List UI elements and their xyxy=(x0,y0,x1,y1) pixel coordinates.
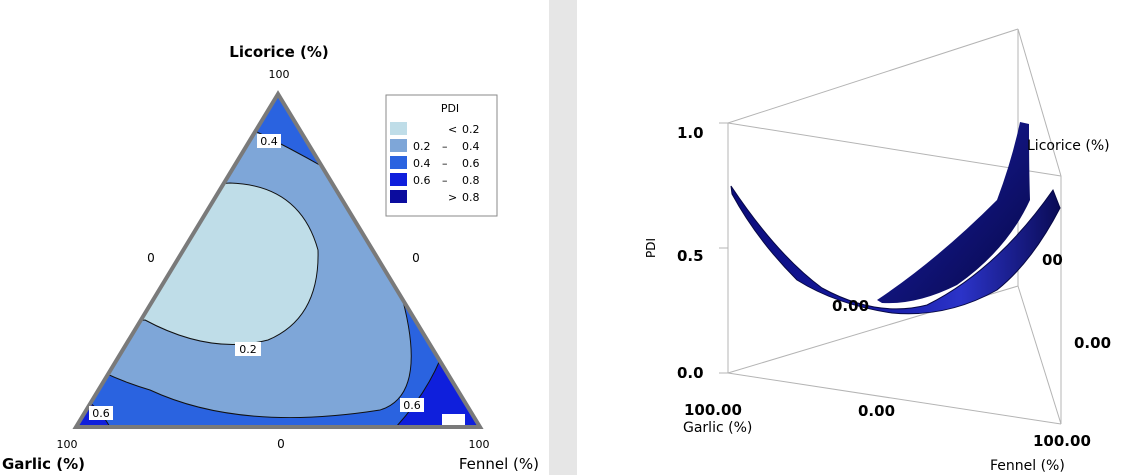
base-tick: 100.00 xyxy=(684,401,742,419)
tick-left-max: 100 xyxy=(57,438,78,451)
legend-high: 0.4 xyxy=(462,140,480,153)
white-marker xyxy=(442,414,465,427)
licorice-label: Licorice (%) xyxy=(1027,138,1110,154)
legend-swatch xyxy=(390,122,407,135)
tick-left-edge: 0 xyxy=(147,251,155,265)
base-tick: 0.00 xyxy=(858,402,895,420)
contour-labels: 0.4 0.2 0.6 0.6 xyxy=(89,134,424,420)
legend-operator: > xyxy=(448,191,457,204)
z-axis-label: PDI xyxy=(644,238,658,258)
garlic-label: Garlic (%) xyxy=(683,420,752,436)
legend-swatch xyxy=(390,139,407,152)
ternary-contour-plot: 0.4 0.2 0.6 0.6 PDI <0.20.2–0.40.4–0.60.… xyxy=(2,43,539,473)
z-tick: 0.0 xyxy=(677,364,704,382)
fennel-label: Fennel (%) xyxy=(990,458,1065,474)
base-tick: 0.00 xyxy=(832,297,869,315)
z-tick: 0.5 xyxy=(677,247,704,265)
legend: PDI <0.20.2–0.40.4–0.60.6–0.8> 0.8 xyxy=(385,94,498,217)
triangle-frame xyxy=(72,90,484,429)
legend-value: 0.8 xyxy=(462,191,480,204)
legend-swatch xyxy=(390,190,407,203)
contour-label: 0.4 xyxy=(260,135,278,148)
base-tick: 0.00 xyxy=(1074,334,1111,352)
legend-low: 0.4 xyxy=(413,157,431,170)
tick-right-max: 100 xyxy=(469,438,490,451)
legend-high: 0.8 xyxy=(462,174,480,187)
base-tick: 100.00 xyxy=(1033,432,1091,450)
legend-low: 0.2 xyxy=(413,140,431,153)
legend-dash: – xyxy=(442,157,448,170)
base-tick: 00 xyxy=(1042,251,1063,269)
contour-label: 0.2 xyxy=(239,343,257,356)
z-tick: 1.0 xyxy=(677,124,704,142)
surface-plot: 1.0 0.5 0.0 PDI Licorice (%) 00 0.00 0.0… xyxy=(644,28,1111,474)
axis-label-top: Licorice (%) xyxy=(229,43,328,61)
legend-operator: < xyxy=(448,123,457,136)
legend-value: 0.2 xyxy=(462,123,480,136)
legend-high: 0.6 xyxy=(462,157,480,170)
legend-title: PDI xyxy=(441,102,459,115)
contour-region-below-0.2 xyxy=(76,182,319,345)
plot-box xyxy=(719,28,1062,425)
legend-swatch xyxy=(390,173,407,186)
pdi-surface xyxy=(730,122,1061,315)
tick-right-edge: 0 xyxy=(412,251,420,265)
legend-dash: – xyxy=(442,174,448,187)
tick-bottom-edge: 0 xyxy=(277,437,285,451)
contour-label: 0.6 xyxy=(92,407,110,420)
axis-label-left: Garlic (%) xyxy=(2,455,85,473)
axis-label-right: Fennel (%) xyxy=(459,455,539,473)
legend-swatch xyxy=(390,156,407,169)
tick-top-max: 100 xyxy=(269,68,290,81)
legend-dash: – xyxy=(442,140,448,153)
legend-low: 0.6 xyxy=(413,174,431,187)
contour-label: 0.6 xyxy=(403,399,421,412)
